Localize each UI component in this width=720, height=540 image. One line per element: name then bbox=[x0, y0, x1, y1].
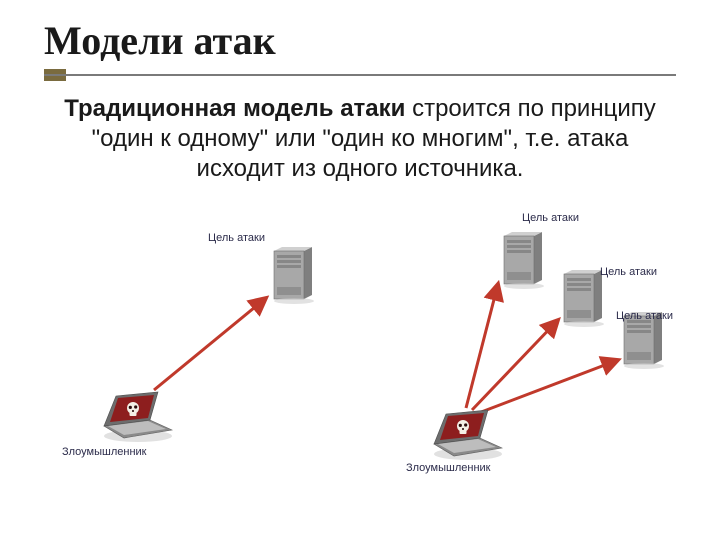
title-rule-line bbox=[44, 74, 676, 76]
attack-arrow bbox=[476, 360, 618, 414]
diagram-label: Цель атаки bbox=[600, 266, 657, 278]
diagram-label: Цель атаки bbox=[616, 310, 673, 322]
server-icon bbox=[274, 247, 314, 304]
slide-title: Модели атак bbox=[44, 20, 676, 62]
diagram-label: Цель атаки bbox=[208, 232, 265, 244]
body-bold: Традиционная модель атаки bbox=[64, 95, 405, 122]
attacker-laptop-icon bbox=[434, 410, 502, 460]
server-icon bbox=[504, 232, 544, 289]
diagram-label: Злоумышленник bbox=[62, 446, 147, 458]
diagram-label: Злоумышленник bbox=[406, 462, 491, 474]
server-icon bbox=[564, 270, 604, 327]
diagram-label: Цель атаки bbox=[522, 212, 579, 224]
title-rule bbox=[44, 68, 676, 80]
diagram: Цель атаки Злоумышленник Цель атаки Цель ат… bbox=[44, 192, 676, 492]
slide: Модели атак Традиционная модель атаки ст… bbox=[0, 0, 720, 540]
body-paragraph: Традиционная модель атаки строится по пр… bbox=[54, 94, 666, 184]
attacker-laptop-icon bbox=[104, 392, 172, 442]
attack-arrow bbox=[154, 298, 266, 390]
